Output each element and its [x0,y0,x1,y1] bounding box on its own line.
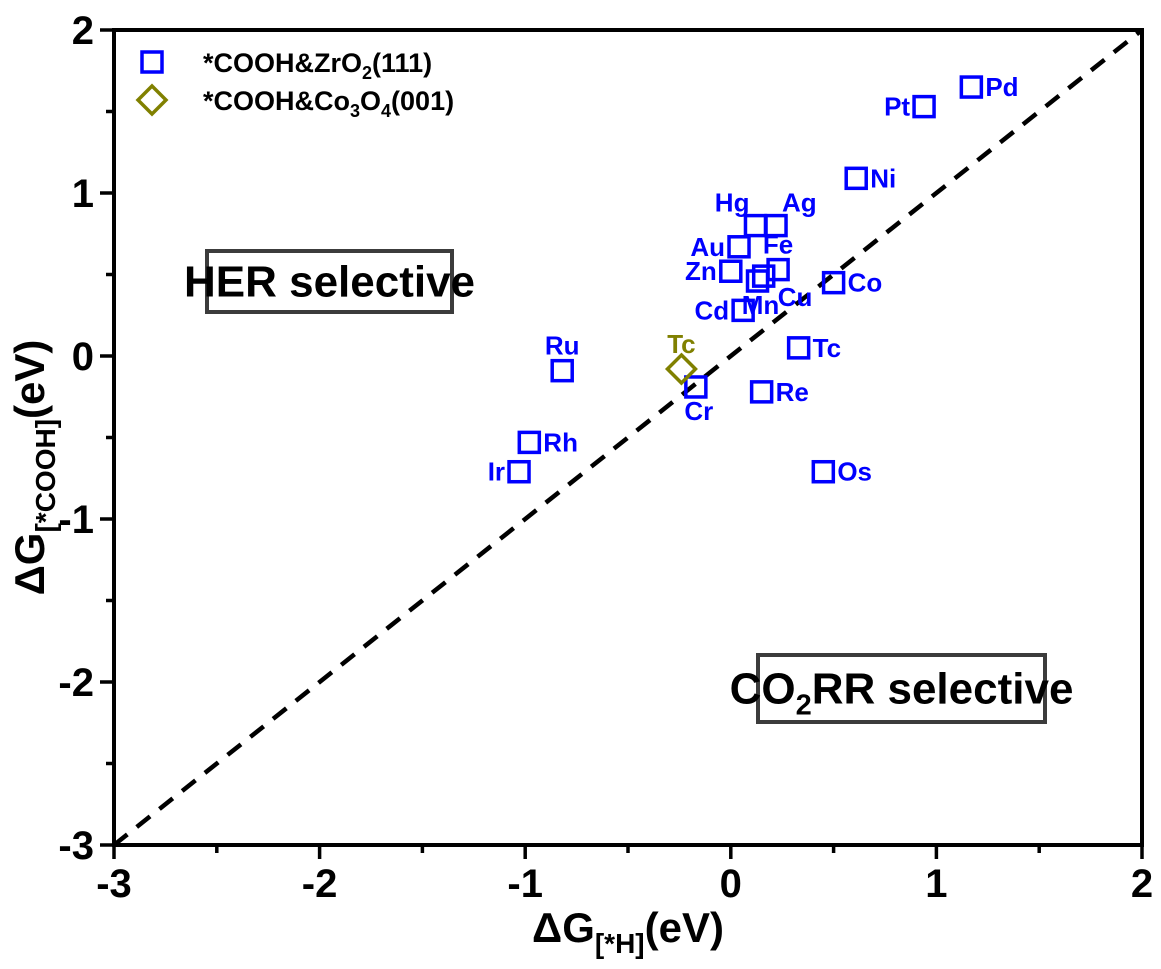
point-label-Rh: Rh [543,427,578,457]
point-label-Hg: Hg [715,188,750,218]
data-point-Ru [550,358,574,383]
y-tick-label: -1 [58,498,94,542]
legend-label: *COOH&ZrO2(111) [203,48,432,83]
data-point-Fe [766,257,790,282]
point-label-Cu: Cu [778,282,813,312]
point-label-Fe: Fe [763,230,793,260]
point-label-Au: Au [690,232,725,262]
x-tick-label: 2 [1131,862,1153,906]
point-label-Ru: Ru [545,331,580,361]
point-label-Mn: Mn [742,290,780,320]
data-point-Cu [751,264,776,288]
data-point-Ir [507,459,531,484]
data-point-Tc [664,352,698,386]
data-point-Pt [912,94,936,119]
data-point-Zn [719,259,743,283]
y-tick-label: 2 [72,9,94,53]
point-label-Co: Co [848,268,883,298]
point-label-Ag: Ag [782,188,817,218]
parity-line [112,28,1144,847]
y-tick-label: -3 [58,824,94,868]
data-point-Co [821,270,846,295]
legend-symbol-diamond [135,83,169,117]
data-point-Cd [731,298,755,323]
point-label-Os: Os [837,457,872,487]
x-tick-label: -1 [507,862,543,906]
point-label-Zn: Zn [685,256,717,286]
axis-ticks: -3 -2 -1 0 1 2 -3 -2 -1 0 1 2 [58,9,1153,906]
x-tick-label: 0 [720,862,742,906]
annotation-box [205,249,454,314]
data-point-Au [727,235,751,259]
point-label-Cd: Cd [694,295,729,325]
point-label-Tc: Tc [813,333,841,363]
annotation-box [756,653,1047,724]
annotation-her-selective: HER selective [184,249,475,314]
y-axis-title: ΔG[*COOH](eV) [6,340,61,596]
legend-symbol-square [140,50,164,74]
point-label-Ir: Ir [488,457,505,487]
series--cooh-co3o4-001-: Tc [664,329,698,386]
data-point-Hg [743,213,768,238]
data-point-Rh [517,430,542,455]
annotation-co2rr-selective: CO2RR selective [730,653,1074,724]
data-point-Mn [745,269,770,293]
x-tick-label: 1 [925,862,947,906]
data-point-Tc [786,336,811,360]
data-point-Pd [959,75,984,99]
y-tick-label: -2 [58,661,94,705]
point-label-Re: Re [776,377,809,407]
y-tick-label: 1 [72,172,94,216]
point-label-Ni: Ni [870,163,896,193]
annotation-text: HER selective [184,258,475,307]
data-point-Ni [844,166,868,191]
x-tick-label: -3 [96,862,132,906]
point-label-Pd: Pd [985,72,1018,102]
y-tick-label: 0 [72,335,94,379]
x-axis-title: ΔG[*H](eV) [532,904,724,959]
data-point-Cr [684,375,708,399]
data-point-Os [811,459,836,484]
point-label-Tc: Tc [667,329,695,359]
point-label-Pt: Pt [884,92,910,122]
annotation-text: CO2RR selective [730,665,1074,722]
legend-label: *COOH&Co3O4(001) [203,86,454,121]
point-label-Cr: Cr [684,396,713,426]
data-point-Re [749,380,774,404]
legend: *COOH&ZrO2(111)*COOH&Co3O4(001) [135,48,454,121]
x-tick-label: -2 [302,862,338,906]
